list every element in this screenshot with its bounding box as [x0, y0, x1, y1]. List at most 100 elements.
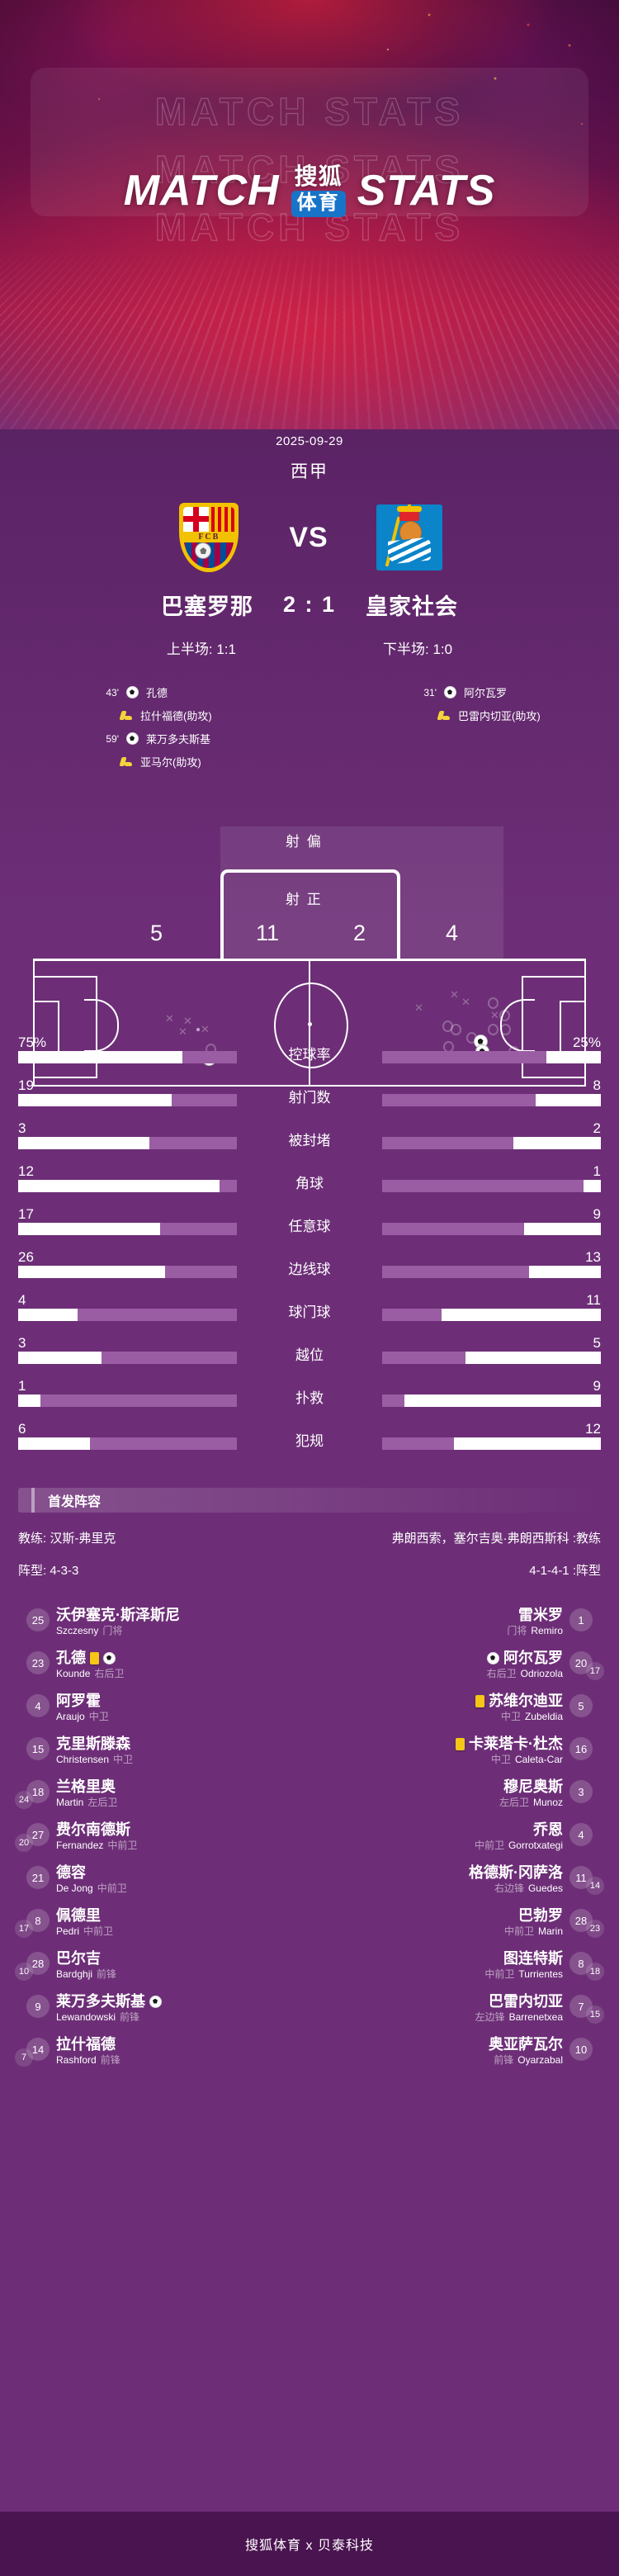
away-coach: 弗朗西索，塞尔吉奥·弗朗西斯科 :教练 — [391, 1532, 601, 1546]
player-info: 奥亚萨瓦尔 前锋 Oyarzabal — [310, 2036, 566, 2067]
player-info: 拉什福德 Rashford 前锋 — [53, 2036, 310, 2067]
home-stat: 6 — [18, 1421, 237, 1450]
home-stat: 3 — [18, 1335, 237, 1364]
player-number: 9 — [26, 1995, 50, 2018]
player-name-line: 苏维尔迪亚 — [310, 1693, 563, 1710]
home-stat-track — [18, 1051, 237, 1063]
stat-row: 3 被封堵 2 — [18, 1120, 601, 1149]
stat-row: 17 任意球 9 — [18, 1206, 601, 1235]
stat-row: 6 犯规 12 — [18, 1421, 601, 1450]
away-stat: 12 — [382, 1421, 601, 1450]
player-position: 中前卫 — [97, 1882, 127, 1894]
player-sub-line: 右边锋 Guedes — [310, 1882, 563, 1895]
player-info: 雷米罗门将 Remiro — [310, 1607, 566, 1637]
away-stat-value: 12 — [585, 1421, 601, 1437]
player-name-line: 莱万多夫斯基 — [56, 1993, 310, 2010]
shot-map-panel: 射 偏 射 正 5 11 2 4 ✕ ✕ ✕ ✕ ✕ ✕ ✕ — [0, 795, 619, 1087]
player-number: 10 — [569, 2038, 593, 2061]
player-name-en: Caleta-Car — [514, 1753, 563, 1765]
player-info: 巴勃罗 中前卫 Marin — [310, 1907, 566, 1938]
player-row[interactable]: 28 10 巴尔吉 Bardghji 前锋 图连特斯 中前卫 Turrientes 8 18 — [0, 1944, 619, 1986]
away-stat-track — [382, 1309, 601, 1321]
shot-marker-dot — [196, 1028, 200, 1031]
goal-event: 43' 孔德 — [0, 684, 310, 700]
away-stat-value: 13 — [585, 1249, 601, 1265]
home-team-name: 巴塞罗那 — [160, 594, 253, 619]
final-score: 2 : 1 — [282, 592, 337, 617]
player-sub-line: De Jong 中前卫 — [56, 1882, 310, 1895]
stat-label: 角球 — [295, 1176, 324, 1191]
player-info: 阿罗霍 Araujo 中卫 — [53, 1693, 310, 1723]
player-position: 中卫 — [500, 1710, 521, 1722]
player-row[interactable]: 15 克里斯滕森 Christensen 中卫 卡莱塔卡·杜杰 中卫 Caleta-Car 1… — [0, 1729, 619, 1772]
player-name-cn: 孔德 — [56, 1649, 86, 1666]
home-stat-value: 3 — [18, 1120, 26, 1136]
player-position: 前锋 — [100, 2053, 120, 2066]
player-number: 7 — [569, 1995, 593, 2018]
player-name-cn: 克里斯滕森 — [56, 1735, 130, 1752]
boot-icon — [120, 756, 133, 767]
player-row[interactable]: 8 17 佩德里 Pedri 中前卫 巴勃罗 中前卫 Marin 28 23 — [0, 1901, 619, 1944]
player-number: 1 — [569, 1608, 593, 1631]
lineup-section-header: 首发阵容 — [18, 1488, 601, 1513]
player-number-group: 7 15 — [566, 1991, 604, 2024]
goal-scorer: 阿尔瓦罗 — [464, 687, 508, 699]
stat-label: 被封堵 — [288, 1133, 331, 1148]
sohu-sports-badge: 体育 — [291, 190, 346, 217]
away-stat-value: 5 — [593, 1335, 601, 1351]
player-name-line: 克里斯滕森 — [56, 1735, 310, 1753]
home-off-target-count: 5 — [150, 921, 163, 945]
player-name-cn: 奥亚萨瓦尔 — [489, 2035, 563, 2053]
stat-label: 扑救 — [295, 1390, 324, 1406]
player-info: 苏维尔迪亚 中卫 Zubeldia — [310, 1693, 566, 1723]
home-stat-fill — [18, 1051, 182, 1063]
player-number: 5 — [569, 1694, 593, 1717]
player-row[interactable]: 18 24 兰格里奥 Martin 左后卫 穆尼奥斯 左后卫 Munoz 3 — [0, 1772, 619, 1815]
player-name-line: 德容 — [56, 1864, 310, 1882]
player-sub-line: 左边锋 Barrenetxea — [310, 2011, 563, 2024]
player-number-group: 27 20 — [15, 1820, 53, 1853]
player-position: 左后卫 — [499, 1796, 529, 1808]
player-row[interactable]: 14 7 拉什福德 Rashford 前锋 奥亚萨瓦尔 前锋 Oyarzabal 10 — [0, 2029, 619, 2072]
shot-marker-ontarget — [500, 1024, 511, 1035]
player-name-cn: 费尔南德斯 — [56, 1821, 130, 1838]
player-position: 中卫 — [113, 1753, 134, 1765]
player-name-cn: 雷米罗 — [518, 1606, 563, 1623]
away-stat: 9 — [382, 1206, 601, 1235]
player-row[interactable]: 21 德容 De Jong 中前卫 格德斯·冈萨洛 右边锋 Guedes 11 14 — [0, 1858, 619, 1901]
player-row[interactable]: 25 沃伊塞克·斯泽斯尼 Szczesny 门将 雷米罗 门将 Remiro 1 — [0, 1600, 619, 1643]
substitute-number: 24 — [15, 1791, 33, 1809]
player-name-en: Martin — [56, 1796, 84, 1808]
player-sub-line: 门将 Remiro — [310, 1625, 563, 1637]
player-name-en: Guedes — [527, 1882, 563, 1894]
player-number-group: 3 — [566, 1777, 604, 1810]
player-name-en: Marin — [537, 1925, 563, 1937]
home-stat-track — [18, 1223, 237, 1235]
home-stat-value: 1 — [18, 1378, 26, 1394]
goal-frame — [220, 869, 400, 960]
player-number-group: 4 — [566, 1820, 604, 1853]
player-name-en: Zubeldia — [524, 1710, 563, 1722]
player-row[interactable]: 4 阿罗霍 Araujo 中卫 苏维尔迪亚 中卫 Zubeldia 5 — [0, 1686, 619, 1729]
home-stat-value: 26 — [18, 1249, 34, 1265]
away-team-name: 皇家社会 — [366, 594, 459, 619]
home-stat: 26 — [18, 1249, 237, 1278]
home-stat: 1 — [18, 1378, 237, 1407]
substitute-number: 15 — [586, 2005, 604, 2024]
away-stat-value: 9 — [593, 1378, 601, 1394]
player-name-en: Araujo — [56, 1710, 85, 1722]
shot-marker-ontarget — [488, 997, 499, 1009]
home-stat-track — [18, 1094, 237, 1106]
player-row[interactable]: 9 莱万多夫斯基 Lewandowski 前锋 巴雷内切亚 左边锋 Barrenetxea 7… — [0, 1986, 619, 2029]
player-row[interactable]: 23 孔德 Kounde 右后卫 阿尔瓦罗 右后卫 Odriozola 20 17 — [0, 1643, 619, 1686]
player-row[interactable]: 27 20 费尔南德斯 Fernandez 中前卫 乔恩 中前卫 Gorrotxategi 4 — [0, 1815, 619, 1858]
player-info: 沃伊塞克·斯泽斯尼 Szczesny 门将 — [53, 1607, 310, 1637]
away-stat-value: 9 — [593, 1206, 601, 1222]
player-position: 中前卫 — [474, 1839, 504, 1851]
home-formation: 阵型: 4-3-3 — [18, 1564, 79, 1578]
player-info: 阿尔瓦罗 右后卫 Odriozola — [310, 1650, 566, 1680]
player-name-cn: 卡莱塔卡·杜杰 — [469, 1735, 563, 1752]
player-name-line: 巴尔吉 — [56, 1950, 310, 1968]
substitute-number: 10 — [15, 1963, 33, 1981]
